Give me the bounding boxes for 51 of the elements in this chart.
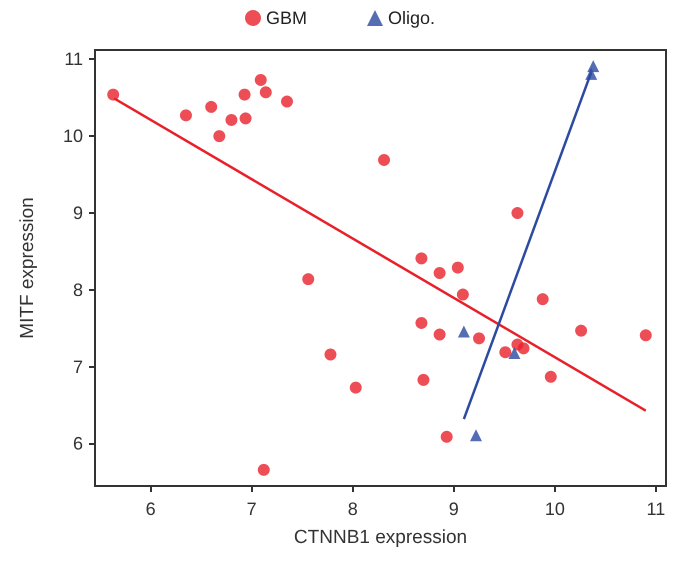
x-tick-label: 11 <box>646 499 666 519</box>
y-tick-label: 9 <box>72 203 83 224</box>
point <box>536 293 549 306</box>
point <box>518 342 530 354</box>
point <box>205 100 218 113</box>
point <box>324 348 336 361</box>
point <box>258 464 270 476</box>
point <box>281 96 294 108</box>
legend-label: Oligo. <box>388 8 436 28</box>
x-tick-label: 9 <box>448 499 459 519</box>
point <box>238 88 251 101</box>
point <box>260 86 272 98</box>
point <box>585 68 598 80</box>
point <box>499 346 512 358</box>
y-axis-title: MITF expression <box>17 197 38 339</box>
x-tick-label: 6 <box>146 499 156 519</box>
point <box>302 273 314 286</box>
point <box>440 430 453 443</box>
point <box>640 329 652 342</box>
point <box>575 324 588 337</box>
x-tick-label: 7 <box>246 499 257 519</box>
point <box>452 262 464 274</box>
y-tick-label: 6 <box>72 434 83 454</box>
point <box>434 328 446 341</box>
point <box>107 88 120 101</box>
point <box>240 112 252 124</box>
point <box>470 429 482 442</box>
y-tick-label: 11 <box>64 49 83 70</box>
point <box>180 109 192 122</box>
point <box>415 252 428 264</box>
point <box>511 207 524 220</box>
point <box>456 288 469 301</box>
x-axis-title: CTNNB1 expression <box>294 527 468 548</box>
x-tick-label: 8 <box>348 499 358 519</box>
y-tick-label: 10 <box>62 126 83 146</box>
point <box>473 332 486 344</box>
point <box>225 114 238 126</box>
point <box>417 374 430 386</box>
x-tick-label: 10 <box>544 499 565 519</box>
point <box>458 325 470 338</box>
point <box>415 316 428 329</box>
point <box>508 346 520 359</box>
point <box>213 130 226 142</box>
point <box>350 382 362 394</box>
legend-label: GBM <box>266 8 308 28</box>
point <box>254 74 267 86</box>
point <box>544 370 557 383</box>
y-tick-label: 7 <box>72 356 83 377</box>
point <box>378 154 390 166</box>
y-tick-label: 8 <box>72 280 83 300</box>
point <box>434 267 446 279</box>
